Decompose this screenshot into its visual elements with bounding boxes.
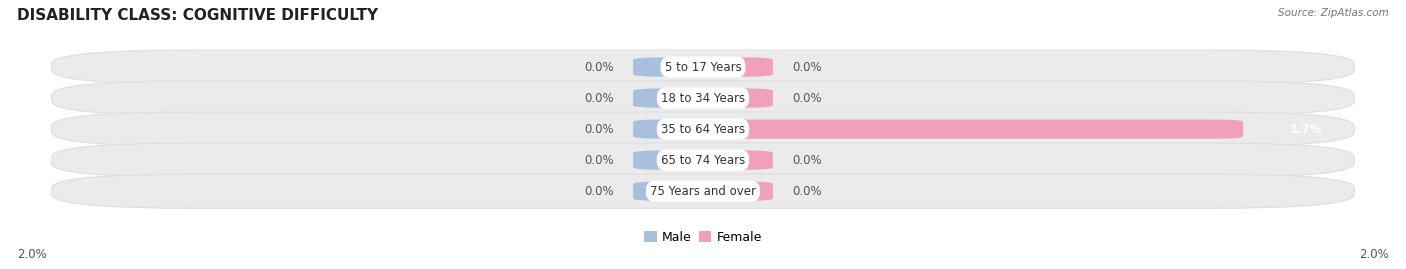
Text: 0.0%: 0.0% [792,154,821,167]
Text: 0.0%: 0.0% [792,91,821,105]
FancyBboxPatch shape [52,112,1354,146]
FancyBboxPatch shape [703,182,773,201]
Text: 0.0%: 0.0% [585,154,614,167]
Text: 2.0%: 2.0% [1360,248,1389,261]
FancyBboxPatch shape [633,151,703,170]
Text: 0.0%: 0.0% [585,185,614,198]
FancyBboxPatch shape [52,143,1354,177]
Text: 0.0%: 0.0% [792,61,821,73]
Text: 65 to 74 Years: 65 to 74 Years [661,154,745,167]
Legend: Male, Female: Male, Female [640,226,766,249]
Text: 2.0%: 2.0% [17,248,46,261]
FancyBboxPatch shape [703,119,1243,139]
FancyBboxPatch shape [633,182,703,201]
FancyBboxPatch shape [633,119,703,139]
FancyBboxPatch shape [633,57,703,77]
FancyBboxPatch shape [52,174,1354,208]
Text: DISABILITY CLASS: COGNITIVE DIFFICULTY: DISABILITY CLASS: COGNITIVE DIFFICULTY [17,8,378,23]
Text: 35 to 64 Years: 35 to 64 Years [661,123,745,136]
FancyBboxPatch shape [703,151,773,170]
Text: 18 to 34 Years: 18 to 34 Years [661,91,745,105]
FancyBboxPatch shape [52,81,1354,115]
Text: 0.0%: 0.0% [585,61,614,73]
Text: 5 to 17 Years: 5 to 17 Years [665,61,741,73]
Text: 0.0%: 0.0% [585,123,614,136]
FancyBboxPatch shape [52,50,1354,84]
Text: 1.7%: 1.7% [1289,123,1323,136]
Text: Source: ZipAtlas.com: Source: ZipAtlas.com [1278,8,1389,18]
Text: 75 Years and over: 75 Years and over [650,185,756,198]
FancyBboxPatch shape [633,89,703,108]
FancyBboxPatch shape [703,57,773,77]
FancyBboxPatch shape [703,89,773,108]
Text: 0.0%: 0.0% [792,185,821,198]
Text: 0.0%: 0.0% [585,91,614,105]
